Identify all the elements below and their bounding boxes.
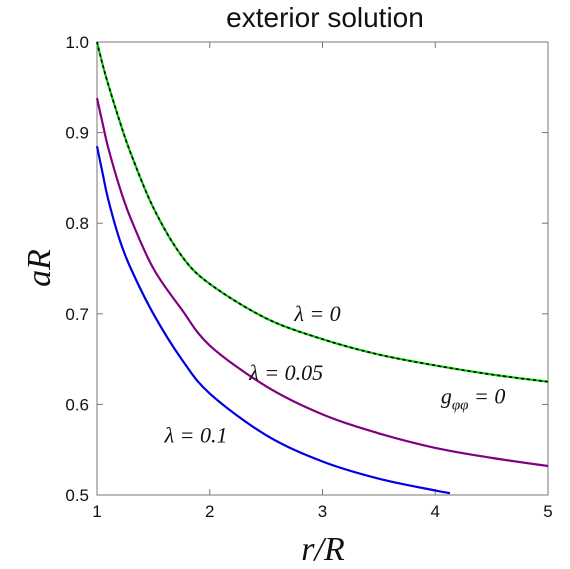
series-line-0 (95, 41, 549, 383)
x-axis-label: r/R (301, 531, 345, 568)
x-tick-label: 4 (431, 502, 440, 521)
chart-title: exterior solution (226, 2, 424, 33)
annotations: λ = 0 λ = 0.05 λ = 0.1 gφφ = 0 (164, 301, 506, 447)
annotation-label: λ = 0.1 (164, 422, 228, 447)
x-tick-label: 1 (92, 502, 101, 521)
y-tick-label: 0.5 (65, 486, 89, 505)
y-tick-label: 0.9 (65, 124, 89, 143)
series-line-1 (95, 97, 549, 468)
x-tick-label: 2 (205, 502, 214, 521)
y-tick-label: 0.7 (65, 305, 89, 324)
y-tick-label: 0.8 (65, 214, 89, 233)
annotation-label: λ = 0.05 (248, 360, 323, 385)
axis-ticks: 1 2 3 4 5 0.5 0.6 0.7 0.8 0.9 1.0 (65, 33, 552, 521)
y-tick-label: 1.0 (65, 33, 89, 52)
y-axis-label: aR (21, 249, 58, 287)
x-tick-label: 3 (318, 502, 327, 521)
series-line-dashed-overlay-0 (96, 41, 549, 383)
x-tick-label: 5 (543, 502, 552, 521)
series-lines (95, 41, 549, 495)
y-tick-label: 0.6 (65, 395, 89, 414)
series-line-2 (95, 145, 451, 495)
annotation-label: λ = 0 (293, 301, 340, 326)
annotation-label: gφφ = 0 (441, 383, 505, 413)
